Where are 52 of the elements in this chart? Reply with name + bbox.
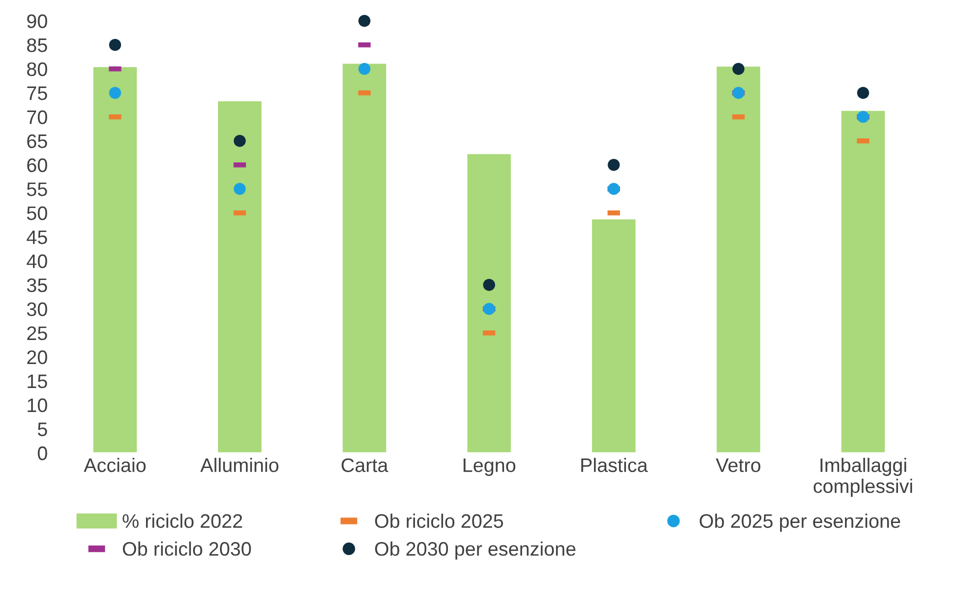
- y-tick-label: 50: [27, 206, 48, 220]
- point: [483, 278, 496, 291]
- bar: [840, 109, 886, 453]
- y-tick-label: 35: [27, 278, 48, 292]
- y-tick-label: 65: [27, 134, 48, 148]
- y-tick-label: 90: [27, 14, 48, 28]
- legend-label: % riciclo 2022: [122, 514, 242, 528]
- point: [109, 86, 122, 99]
- point: [857, 110, 870, 123]
- legend-label: Ob riciclo 2025: [375, 514, 504, 528]
- point: [358, 62, 370, 75]
- y-tick-label: 25: [27, 326, 48, 340]
- bar: [341, 62, 388, 453]
- x-tick-label: Legno: [464, 458, 516, 476]
- point: [234, 134, 246, 147]
- y-tick-label: 40: [26, 254, 48, 268]
- y-tick-label: 80: [27, 62, 48, 76]
- x-tick-label: Vetro: [716, 458, 760, 472]
- x-tick-label: Imballaggi complessivi: [814, 458, 912, 497]
- y-tick-label: 55: [27, 182, 48, 196]
- y-tick-label: 45: [26, 230, 48, 244]
- bar: [216, 100, 263, 453]
- y-tick-label: 75: [27, 86, 48, 100]
- y-tick-label: 85: [27, 38, 48, 52]
- bar: [466, 152, 512, 453]
- y-tick-label: 30: [27, 302, 48, 316]
- bar: [590, 218, 637, 453]
- y-tick-label: 5: [38, 422, 48, 436]
- point: [857, 86, 870, 99]
- x-tick-label: Plastica: [581, 458, 648, 472]
- y-tick-label: 60: [27, 158, 48, 172]
- point: [732, 62, 744, 75]
- y-tick-label: 15: [28, 374, 48, 388]
- x-tick-label: Alluminio: [200, 458, 278, 472]
- x-tick-label: Acciaio: [84, 458, 146, 472]
- bar: [92, 66, 138, 453]
- point: [608, 158, 620, 171]
- y-tick-label: 0: [38, 446, 48, 460]
- point: [608, 182, 620, 195]
- point: [358, 14, 370, 27]
- point: [234, 182, 246, 195]
- legend-label: Ob 2030 per esenzione: [375, 542, 576, 560]
- bar: [715, 65, 762, 453]
- legend-label: Ob riciclo 2030: [122, 542, 251, 556]
- point: [109, 38, 122, 51]
- point: [483, 302, 496, 315]
- y-tick-label: 10: [28, 398, 48, 412]
- x-tick-label: Carta: [342, 458, 388, 472]
- legend-label: Ob 2025 per esenzione: [700, 514, 900, 532]
- point: [732, 86, 744, 99]
- y-tick-label: 20: [27, 350, 48, 364]
- y-tick-label: 70: [27, 110, 48, 124]
